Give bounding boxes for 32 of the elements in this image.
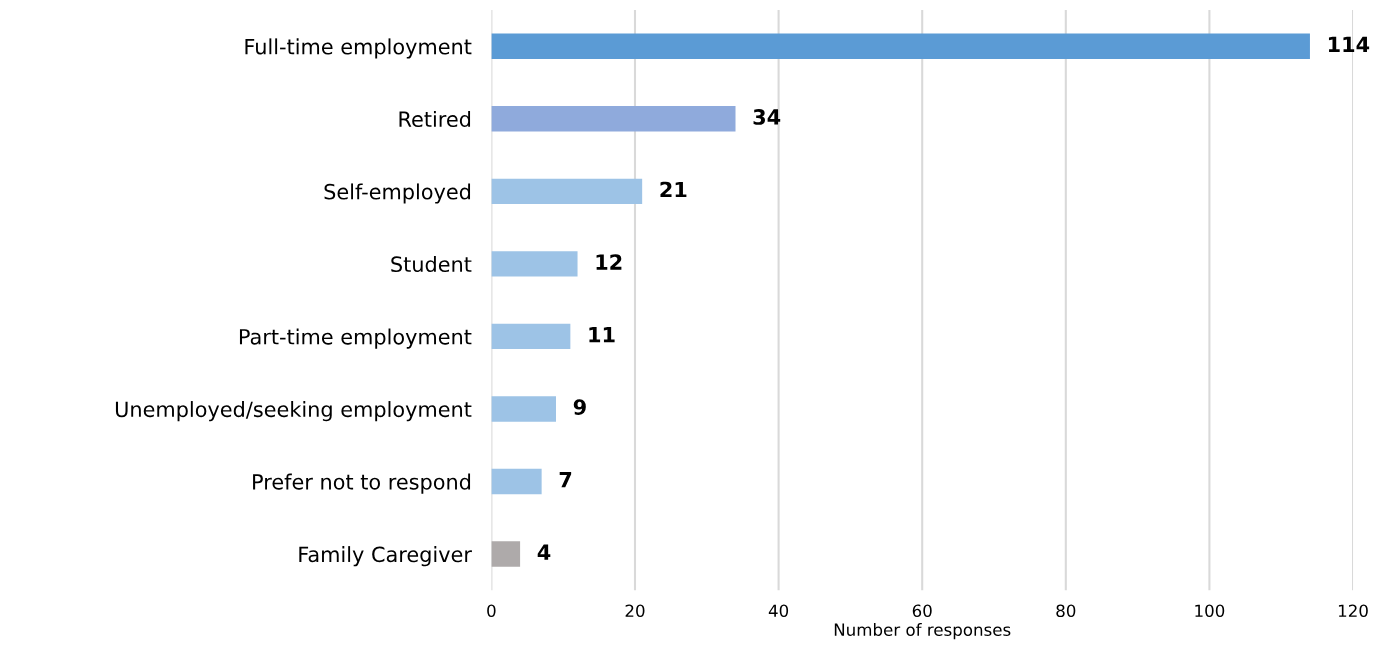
bar (491, 396, 556, 422)
x-tick-label: 20 (625, 604, 645, 618)
y-tick-label: Self-employed (324, 183, 471, 204)
x-tick-label: 100 (1195, 604, 1225, 618)
bar (491, 106, 736, 132)
data-label: 21 (660, 181, 687, 198)
bar (491, 251, 578, 277)
data-label: 9 (573, 399, 586, 415)
bar (491, 541, 521, 567)
data-label: 34 (753, 109, 781, 125)
data-label: 11 (589, 326, 615, 343)
y-tick-label: Family Caregiver (299, 546, 472, 567)
x-tick-label: 40 (768, 604, 789, 618)
data-label: 12 (596, 254, 622, 270)
y-tick-label: Part-time employment (239, 328, 472, 349)
x-tick-label: 80 (1056, 604, 1076, 618)
y-tick-label: Retired (399, 110, 471, 128)
x-tick-label: 120 (1338, 604, 1368, 618)
bar (491, 323, 571, 350)
bar (491, 33, 1310, 59)
bar (491, 468, 542, 495)
data-label: 114 (1328, 36, 1370, 53)
y-tick-label: Unemployed/seeking employment (115, 401, 472, 422)
data-label: 7 (559, 472, 572, 488)
y-tick-label: Student (391, 255, 472, 273)
data-label: 4 (537, 544, 551, 560)
x-tick-label: 0 (487, 604, 496, 618)
y-tick-label: Full-time employment (245, 38, 472, 59)
bar (491, 178, 643, 205)
y-tick-label: Prefer not to respond (253, 473, 471, 494)
x-tick-label: 60 (912, 604, 932, 618)
x-axis-title: Number of responses (834, 623, 1011, 640)
